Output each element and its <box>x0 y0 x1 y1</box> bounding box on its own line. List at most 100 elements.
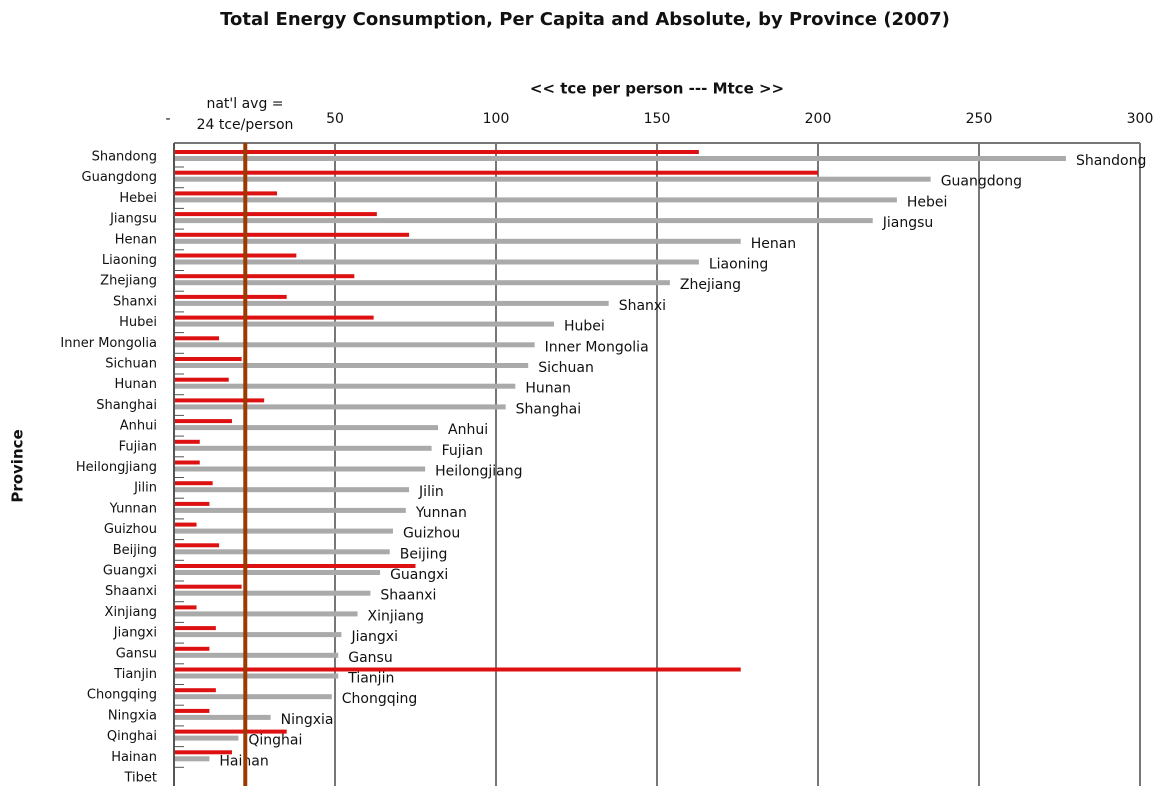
bar <box>174 274 355 279</box>
y-tick-label: Inner Mongolia <box>60 336 157 351</box>
bar-label: Anhui <box>448 422 488 438</box>
y-tick-label: Hainan <box>111 750 157 765</box>
x-tick-label: 200 <box>805 111 832 127</box>
x-tick-label: 150 <box>644 111 671 127</box>
bar-label: Hunan <box>525 381 571 397</box>
bar <box>174 398 265 403</box>
bar-label: Xinjiang <box>368 608 424 624</box>
chart-title: Total Energy Consumption, Per Capita and… <box>220 9 950 30</box>
y-tick-label: Guangxi <box>103 564 157 579</box>
y-tick-label: Guangdong <box>82 170 157 185</box>
bar-label: Jilin <box>418 484 444 500</box>
y-tick-label: Shandong <box>92 150 157 165</box>
y-tick-label: Liaoning <box>102 253 157 268</box>
y-tick-label: Hunan <box>115 377 157 392</box>
bar <box>174 652 339 658</box>
x-tick-label: 100 <box>483 111 510 127</box>
bar-label: Jiangxi <box>350 629 398 645</box>
bar-label: Henan <box>751 236 796 252</box>
bar-label: Inner Mongolia <box>545 339 649 355</box>
bar <box>174 197 897 203</box>
bar <box>174 714 271 720</box>
reference-label: 24 tce/person <box>197 117 294 133</box>
bar <box>174 232 410 237</box>
y-tick-label: Yunnan <box>109 501 157 516</box>
y-tick-label: Fujian <box>119 439 157 454</box>
bar-label: Shandong <box>1076 153 1146 169</box>
y-tick-label: Tibet <box>124 771 158 786</box>
bar <box>174 460 200 465</box>
bar <box>174 688 216 693</box>
bar <box>174 439 200 444</box>
bar-label: Hubei <box>564 319 605 335</box>
y-tick-label: Chongqing <box>87 688 157 703</box>
bar-label: Fujian <box>442 443 483 459</box>
y-tick-label: Sichuan <box>105 357 157 372</box>
y-tick-label: Jiangxi <box>113 626 157 641</box>
y-tick-label: Heilongjiang <box>76 460 157 475</box>
bar <box>174 253 297 258</box>
y-tick-label: Hubei <box>119 315 157 330</box>
bar-label: Guangxi <box>390 567 448 583</box>
y-tick-label: Shaanxi <box>105 584 157 599</box>
y-tick-label: Anhui <box>120 419 157 434</box>
bar-label: Sichuan <box>538 360 594 376</box>
y-tick-label: Qinghai <box>107 729 157 744</box>
bar <box>174 170 818 175</box>
bar <box>174 570 381 575</box>
bar <box>174 342 535 348</box>
bar <box>174 522 197 527</box>
bar <box>174 191 278 196</box>
bar <box>174 667 741 672</box>
bar <box>174 280 670 286</box>
bar <box>174 501 210 506</box>
bar-label: Ningxia <box>281 712 334 728</box>
x-tick-label: 50 <box>326 111 344 127</box>
bar <box>174 259 699 265</box>
y-tick-label: Shanghai <box>96 398 157 413</box>
bar <box>174 750 232 755</box>
y-tick-label: Xinjiang <box>105 605 157 620</box>
bar-label: Chongqing <box>342 691 418 707</box>
bar <box>174 708 210 713</box>
bar-label: Shanxi <box>619 298 666 314</box>
bar <box>174 626 216 631</box>
bar <box>174 238 741 244</box>
x-tick-label: - <box>165 111 170 127</box>
bar <box>174 487 410 493</box>
bar <box>174 605 197 610</box>
y-tick-label: Beijing <box>113 543 157 558</box>
bar-label: Jiangsu <box>882 215 934 231</box>
bar-label: Hebei <box>907 194 948 210</box>
bar <box>174 673 339 679</box>
bar <box>174 564 416 568</box>
bar <box>174 419 232 424</box>
bar <box>174 646 210 651</box>
bar-label: Guizhou <box>403 526 460 542</box>
bar <box>174 756 210 762</box>
bar <box>174 481 213 486</box>
bar <box>174 357 242 361</box>
bar <box>174 212 377 217</box>
bar <box>174 590 371 596</box>
bar <box>174 507 406 513</box>
bar <box>174 611 358 617</box>
bar <box>174 315 374 320</box>
bar <box>174 218 873 224</box>
bar-label: Yunnan <box>415 505 467 521</box>
bar <box>174 549 390 555</box>
bar <box>174 176 931 182</box>
bar <box>174 543 220 548</box>
reference-label: nat'l avg = <box>206 96 283 112</box>
bar-label: Shaanxi <box>380 588 436 604</box>
bar <box>174 156 1066 161</box>
bar <box>174 150 699 154</box>
y-tick-label: Henan <box>115 232 157 247</box>
bar-label: Liaoning <box>709 257 768 273</box>
y-tick-label: Tianjin <box>113 667 157 682</box>
bar <box>174 294 287 299</box>
y-tick-label: Zhejiang <box>100 274 157 289</box>
bar-label: Qinghai <box>248 733 302 749</box>
bar <box>174 528 393 534</box>
